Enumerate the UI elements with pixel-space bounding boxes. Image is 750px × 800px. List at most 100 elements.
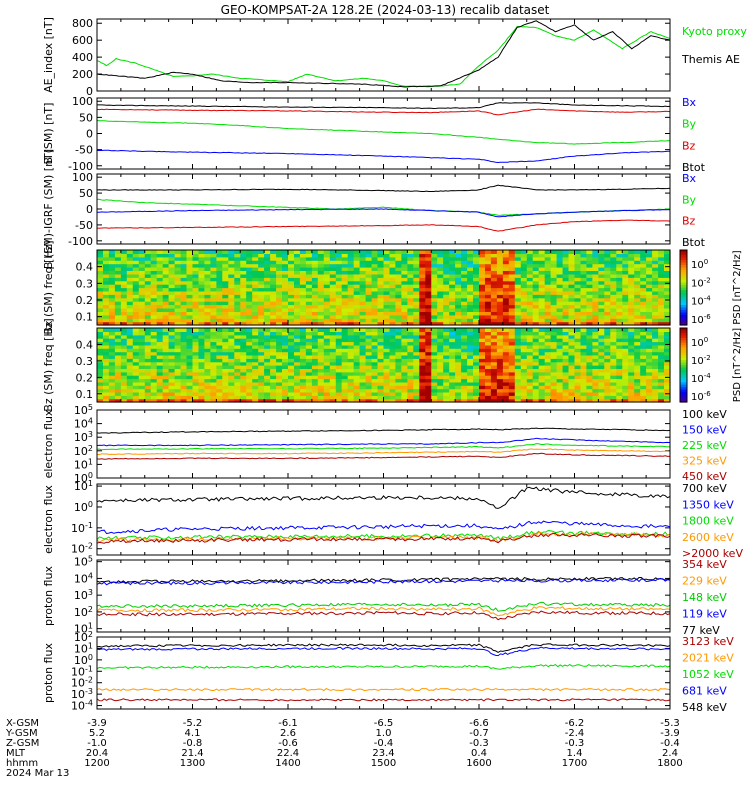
spectrogram-cell [258, 344, 265, 349]
spectrogram-cell [210, 344, 217, 349]
spectrogram-cell [640, 395, 647, 400]
spectrogram-cell [216, 361, 223, 366]
spectrogram-cell [371, 308, 379, 312]
spectrogram-cell [192, 260, 200, 265]
spectrogram-cell [568, 263, 576, 268]
spectrogram-cell [264, 371, 271, 376]
spectrogram-cell [246, 267, 253, 271]
spectrogram-cell [132, 270, 140, 275]
spectrogram-cell [341, 388, 349, 393]
spectrogram-cell [389, 398, 397, 403]
spectrogram-cell [222, 375, 229, 380]
spectrogram-cell [568, 338, 576, 343]
spectrogram-cell [622, 256, 629, 261]
spectrogram-cell [514, 267, 522, 271]
spectrogram-cell [270, 267, 277, 271]
spectrogram-cell [288, 250, 295, 254]
spectrogram-cell [640, 378, 647, 383]
spectrogram-cell [282, 267, 289, 271]
spectrogram-cell [473, 250, 480, 254]
spectrogram-cell [544, 378, 552, 383]
spectrogram-cell [401, 256, 408, 261]
spectrogram-cell [198, 290, 206, 295]
spectrogram-cell [520, 391, 528, 396]
spectrogram-cell [168, 290, 176, 295]
spectrogram-cell [520, 328, 528, 332]
spectrogram-cell [508, 341, 516, 346]
spectrogram-cell [144, 297, 152, 302]
spectrogram-cell [574, 358, 582, 363]
spectrogram-cell [156, 321, 164, 326]
spectrogram-cell [550, 284, 558, 289]
spectrogram-cell [210, 371, 217, 376]
spectrogram-cell [276, 253, 283, 258]
spectrogram-cell [180, 301, 188, 306]
spectrogram-cell [114, 391, 122, 396]
spectrogram-cell [186, 388, 194, 393]
spectrogram-cell [496, 280, 504, 285]
spectrogram-cell [240, 318, 247, 323]
spectrogram-cell [264, 284, 271, 289]
spectrogram-cell [628, 375, 635, 380]
series-line-bx [97, 208, 670, 218]
spectrogram-cell [204, 338, 211, 343]
spectrogram-cell [419, 277, 426, 282]
spectrogram-cell [347, 318, 355, 323]
tick-label: 104 [74, 571, 93, 585]
spectrogram-cell [174, 341, 182, 346]
spectrogram-cell [180, 354, 188, 359]
spectrogram-cell [467, 294, 474, 299]
spectrogram-cell [103, 391, 110, 396]
spectrogram-cell [628, 348, 635, 353]
spectrogram-cell [162, 294, 170, 299]
spectrogram-cell [97, 361, 104, 366]
spectrogram-cell [532, 314, 540, 319]
spectrogram-cell [252, 378, 259, 383]
spectrogram-cell [640, 371, 647, 376]
series-group [97, 427, 670, 460]
spectrogram-cell [294, 256, 301, 261]
spectrogram-cell [240, 385, 247, 390]
spectrogram-cell [276, 375, 283, 380]
spectrogram-cell [622, 388, 629, 393]
legend-entry: By [682, 118, 697, 131]
spectrogram-cell [162, 358, 170, 363]
spectrogram-cell [443, 263, 450, 268]
spectrogram-cell [108, 368, 116, 373]
spectrogram-cell [401, 365, 408, 369]
colorbar-cell [680, 285, 687, 289]
spectrogram-cell [329, 334, 337, 339]
spectrogram-cell [246, 328, 253, 332]
spectrogram-cell [186, 395, 194, 400]
spectrogram-cell [97, 365, 104, 369]
spectrogram-cell [132, 318, 140, 323]
spectrogram-cell [216, 260, 223, 265]
spectrogram-cell [532, 263, 540, 268]
spectrogram-cell [640, 391, 647, 396]
spectrogram-cell [443, 314, 450, 319]
spectrogram-cell [395, 256, 402, 261]
spectrogram-cell [216, 277, 223, 282]
y-axis-label: Bx (SM) freq [Hz] [42, 240, 55, 334]
spectrogram-cell [120, 344, 128, 349]
spectrogram-cell [240, 294, 247, 299]
spectrogram-cell [496, 294, 504, 299]
spectrogram-cell [180, 304, 188, 309]
spectrogram-cell [270, 368, 277, 373]
spectrogram-cell [407, 304, 414, 309]
spectrogram-cell [114, 263, 122, 268]
spectrogram-cell [240, 338, 247, 343]
spectrogram-cell [222, 301, 229, 306]
spectrogram-cell [640, 270, 647, 275]
spectrogram-cell [97, 368, 104, 373]
spectrogram-cell [496, 338, 504, 343]
spectrogram-cell [485, 348, 492, 353]
spectrogram-cell [305, 253, 313, 258]
spectrogram-cell [473, 297, 480, 302]
spectrogram-cell [592, 368, 599, 373]
spectrogram-cell [383, 361, 391, 366]
spectrogram-cell [598, 348, 605, 353]
spectrogram-cell [299, 391, 307, 396]
spectrogram-cell [664, 388, 671, 393]
spectrogram-cell [389, 341, 397, 346]
